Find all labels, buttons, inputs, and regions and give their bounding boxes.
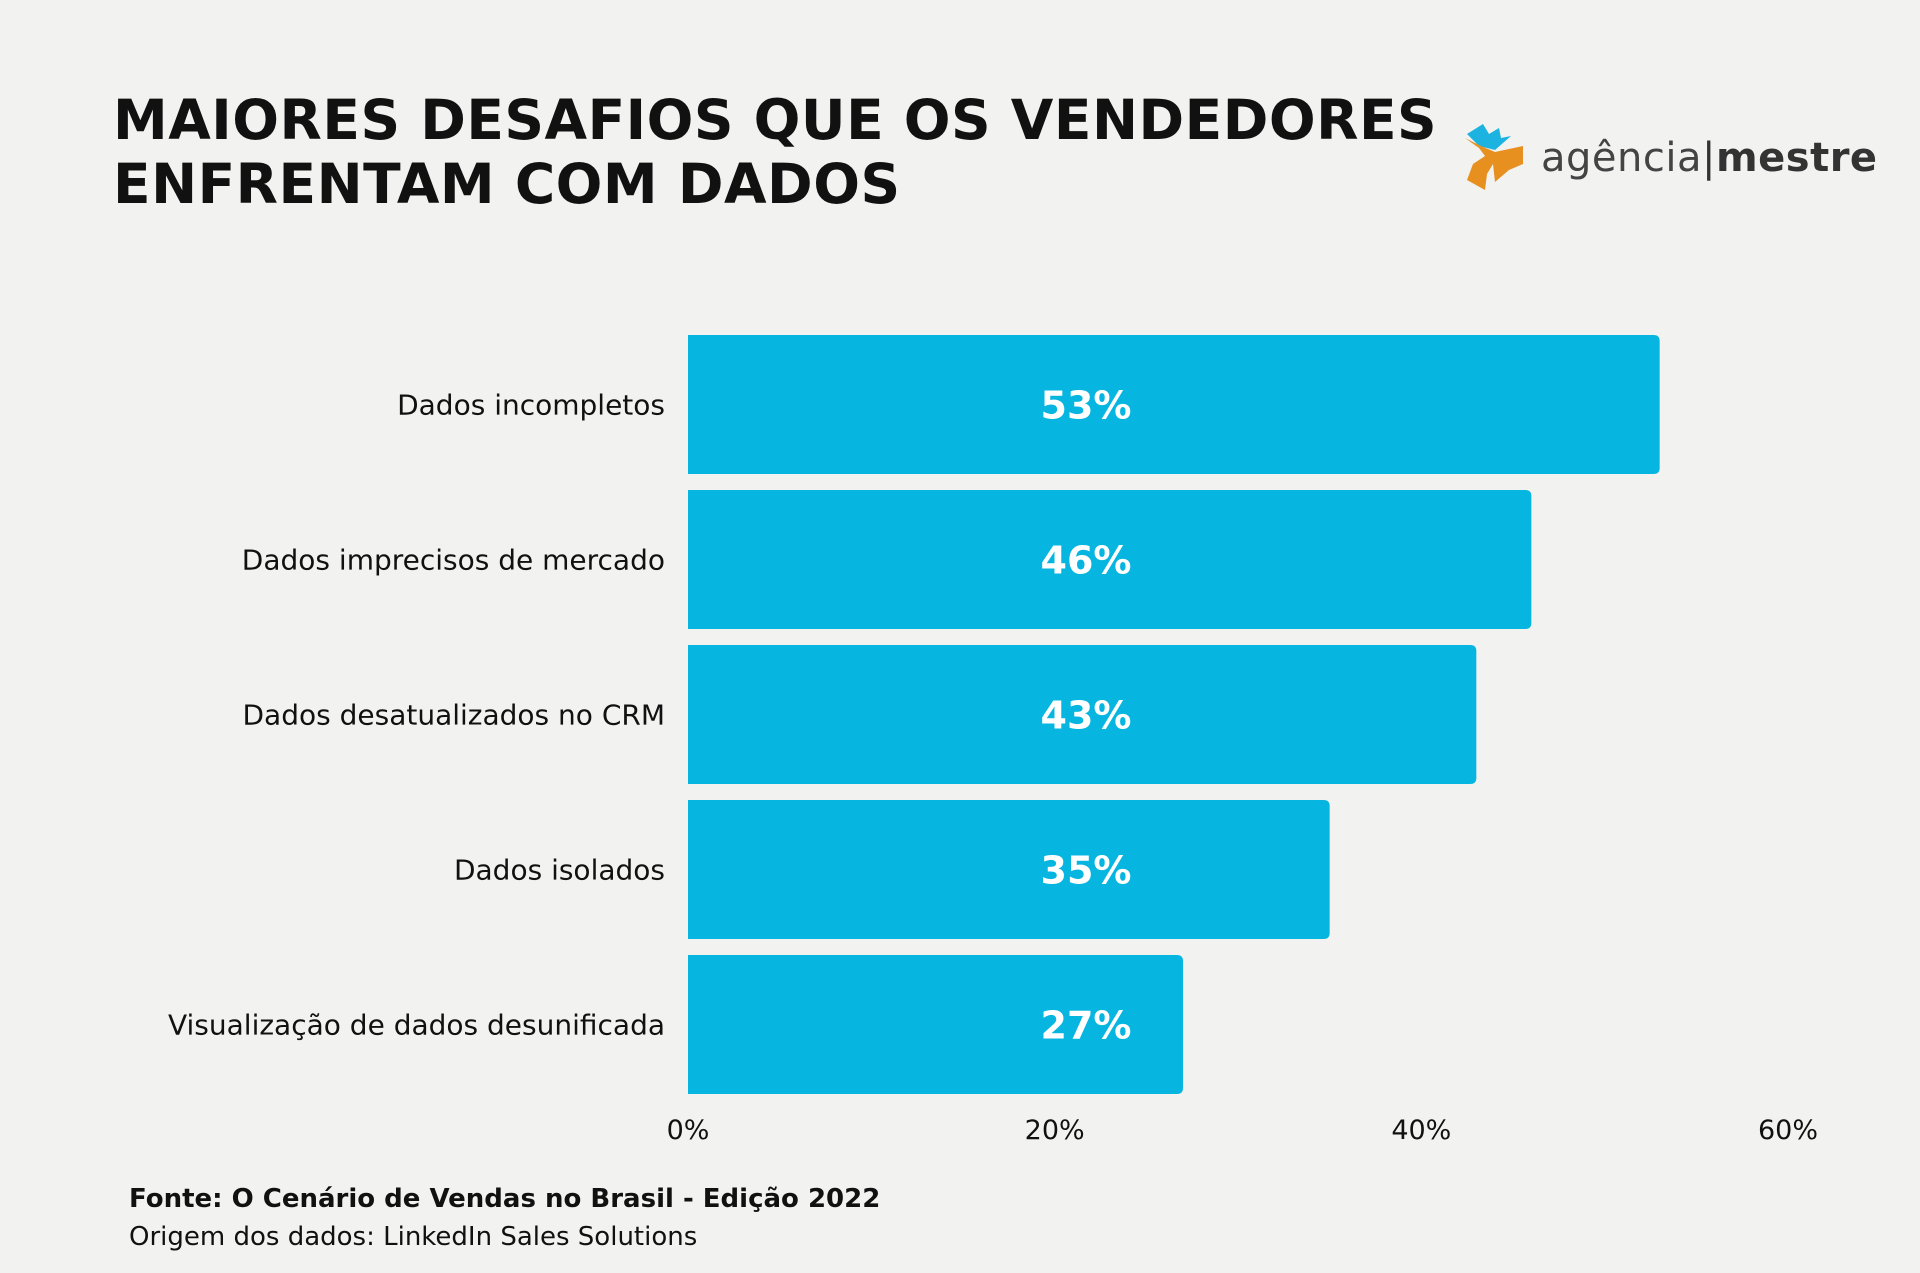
data-label: 53% bbox=[1041, 384, 1132, 428]
bar-3 bbox=[687, 645, 1477, 784]
bar-4 bbox=[688, 800, 1330, 939]
title-line-1: MAIORES DESAFIOS QUE OS VENDEDORES bbox=[113, 88, 1438, 152]
bar-1 bbox=[688, 335, 1660, 474]
footer: Fonte: O Cenário de Vendas no Brasil - E… bbox=[129, 1180, 880, 1256]
source-text: Fonte: O Cenário de Vendas no Brasil - E… bbox=[129, 1184, 881, 1214]
x-tick-label: 20% bbox=[1025, 1115, 1085, 1146]
category-label: Dados imprecisos de mercado bbox=[242, 544, 665, 577]
chart-title: MAIORES DESAFIOS QUE OS VENDEDORES ENFRE… bbox=[113, 88, 1437, 216]
data-label: 46% bbox=[1041, 539, 1132, 583]
x-tick-label: 60% bbox=[1758, 1115, 1818, 1146]
data-label: 43% bbox=[1041, 694, 1132, 738]
title-line-2: ENFRENTAM COM DADOS bbox=[113, 152, 901, 216]
category-label: Dados incompletos bbox=[397, 389, 665, 422]
agencia-mestre-logo: agência|mestre bbox=[1465, 122, 1878, 194]
category-label: Visualização de dados desunificada bbox=[168, 1009, 665, 1042]
bar-2 bbox=[687, 490, 1532, 629]
bar-5 bbox=[688, 955, 1183, 1094]
category-label: Dados desatualizados no CRM bbox=[243, 699, 666, 732]
logo-mark-icon bbox=[1465, 124, 1523, 190]
data-label: 35% bbox=[1041, 849, 1132, 893]
logo-text: agência|mestre bbox=[1541, 135, 1878, 181]
x-tick-label: 0% bbox=[667, 1115, 710, 1146]
category-label: Dados isolados bbox=[454, 854, 665, 887]
x-tick-label: 40% bbox=[1391, 1115, 1451, 1146]
origin-text: Origem dos dados: LinkedIn Sales Solutio… bbox=[129, 1222, 698, 1252]
data-label: 27% bbox=[1041, 1004, 1132, 1048]
